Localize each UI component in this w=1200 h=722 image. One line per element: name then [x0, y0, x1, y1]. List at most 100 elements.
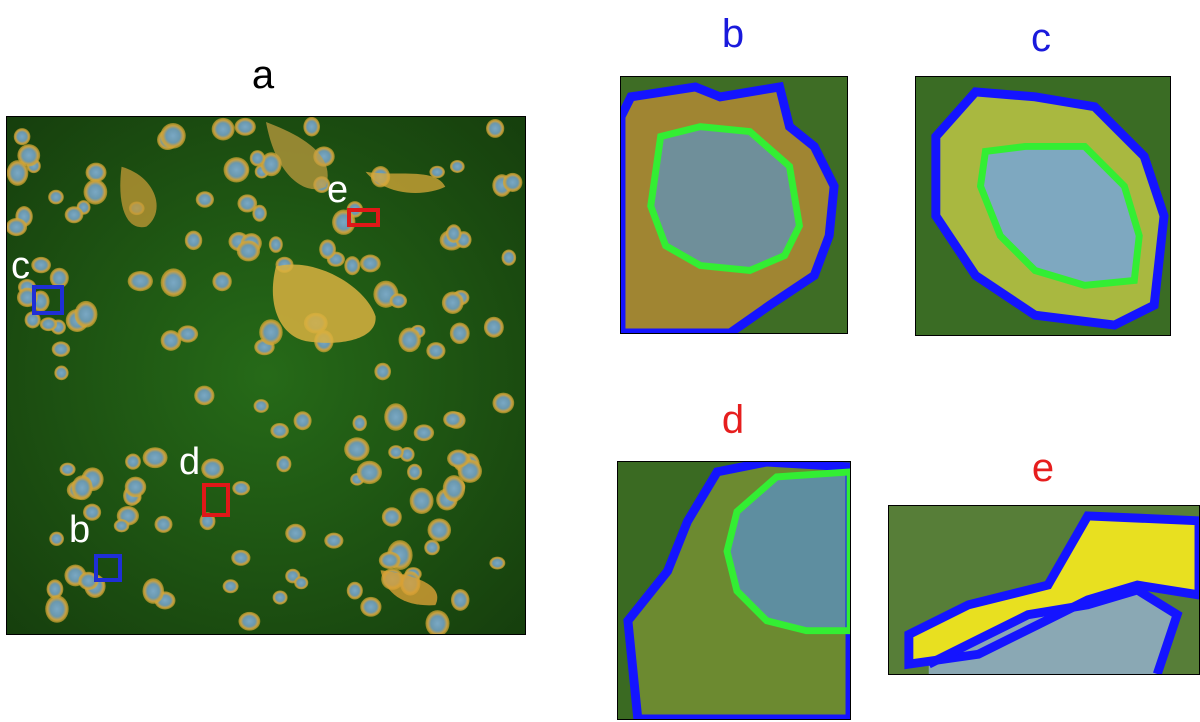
region-label-c: c: [11, 245, 30, 287]
cell: [231, 549, 251, 566]
cell: [71, 475, 93, 501]
region-label-e: e: [327, 169, 349, 211]
cell: [303, 117, 321, 137]
cell: [234, 117, 256, 136]
zoom-image-b: [621, 77, 847, 333]
cell: [124, 476, 147, 498]
panel-a-label: a: [251, 53, 275, 97]
cell: [184, 230, 203, 251]
cell: [160, 330, 182, 351]
cell: [443, 411, 463, 428]
cell: [195, 191, 214, 208]
cell: [142, 447, 168, 469]
cell: [74, 300, 98, 328]
cell: [142, 578, 165, 604]
cell: [39, 317, 58, 332]
cell: [352, 415, 367, 432]
panel-e-label: e: [1031, 446, 1055, 490]
cell: [450, 589, 470, 611]
cell: [356, 460, 383, 485]
cell: [294, 576, 309, 590]
cell: [426, 342, 446, 360]
cell: [442, 475, 466, 502]
cell: [260, 152, 282, 177]
cell: [441, 291, 464, 314]
cell: [381, 507, 402, 527]
cell: [24, 311, 41, 329]
panel-b-zoom: [620, 76, 848, 334]
cell: [429, 165, 445, 179]
cell: [54, 365, 69, 381]
cell: [346, 581, 363, 600]
cell: [194, 385, 215, 406]
cell: [449, 322, 470, 345]
cell: [270, 422, 289, 439]
cell: [177, 325, 199, 343]
cell: [48, 189, 64, 205]
cell: [45, 595, 69, 623]
region-box-b: [94, 554, 122, 582]
cell: [83, 179, 108, 205]
cell: [389, 293, 408, 309]
zoom-image-c: [916, 77, 1170, 335]
region-label-d: d: [179, 441, 201, 483]
cell: [272, 590, 288, 605]
cell: [223, 157, 250, 183]
cell: [360, 596, 382, 617]
cell: [486, 119, 505, 138]
cell: [489, 556, 506, 570]
cell: [324, 532, 344, 549]
panel-c-zoom: [915, 76, 1171, 336]
cell: [413, 424, 435, 442]
cell: [249, 150, 266, 167]
panel-d-label: d: [721, 398, 745, 442]
micrograph-image: [7, 117, 525, 634]
region-box-d: [202, 483, 230, 517]
cell: [78, 571, 99, 591]
cell: [64, 206, 84, 224]
region-box-e: [347, 208, 380, 227]
cell: [236, 240, 261, 262]
cell: [447, 449, 470, 468]
cell: [398, 327, 421, 353]
cell: [49, 267, 69, 289]
cell: [424, 539, 440, 556]
cell: [17, 144, 41, 167]
cell: [388, 445, 404, 460]
cell: [407, 463, 423, 481]
cell: [160, 268, 187, 297]
cell: [409, 487, 434, 515]
cell: [276, 455, 292, 473]
cell: [127, 270, 153, 292]
panel-a-micrograph: b c d e: [6, 116, 526, 635]
cell: [501, 249, 517, 266]
cell: [85, 162, 107, 183]
cell: [359, 254, 381, 273]
panel-b-label: b: [721, 12, 745, 56]
cell: [113, 519, 130, 533]
panel-d-zoom: [617, 461, 851, 720]
cell: [49, 531, 65, 546]
panel-c-label: c: [1031, 16, 1051, 60]
cell: [83, 503, 102, 521]
cell: [201, 458, 224, 479]
cell: [449, 160, 465, 173]
cell: [212, 271, 232, 292]
cell: [502, 172, 523, 192]
cell: [7, 160, 29, 186]
cell: [344, 437, 370, 461]
cell: [125, 453, 141, 470]
cell: [232, 480, 251, 496]
cell: [7, 217, 28, 237]
cell: [374, 362, 392, 381]
cell: [384, 403, 408, 431]
cell: [253, 399, 269, 413]
cell: [268, 236, 283, 253]
cell: [154, 515, 173, 533]
cell: [319, 239, 336, 260]
region-label-b: b: [69, 509, 91, 551]
cell: [238, 611, 261, 631]
cell: [51, 341, 71, 357]
cell: [252, 204, 267, 222]
cell: [59, 462, 76, 476]
